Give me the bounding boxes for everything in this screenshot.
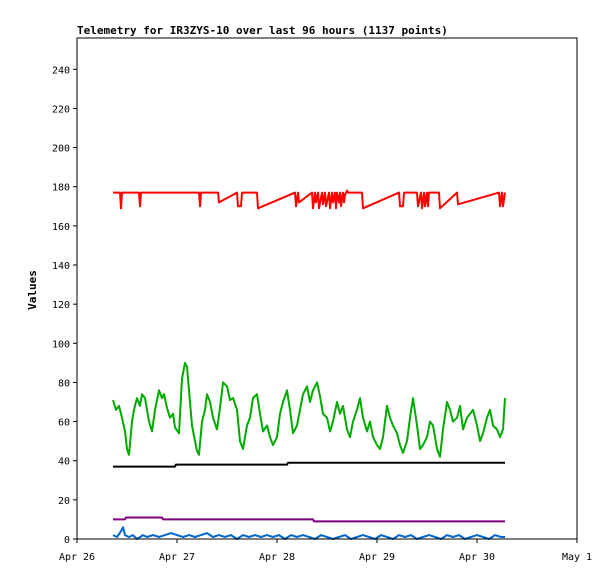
series-line-5	[112, 526, 505, 540]
x-tick-label: Apr 28	[259, 552, 295, 563]
y-tick-label: 160	[52, 222, 70, 233]
y-tick-label: 60	[58, 418, 70, 429]
y-axis-label: Values	[26, 270, 39, 310]
series-line-4	[113, 516, 505, 523]
y-tick-label: 140	[52, 261, 70, 272]
series-line-3	[113, 461, 505, 468]
y-tick-label: 240	[52, 65, 70, 76]
x-tick-label: Apr 27	[159, 552, 195, 563]
y-tick-label: 80	[58, 378, 70, 389]
plot-frame	[76, 37, 578, 540]
series-line-2	[112, 361, 506, 458]
x-tick-label: Apr 26	[59, 552, 95, 563]
y-tick-label: 220	[52, 104, 70, 115]
axis-ticks: 0 20 40 60 80 100 120 140 160 180 200 220 240 Apr 26 A…	[52, 65, 592, 563]
y-tick-label: 0	[64, 535, 70, 546]
x-tick-label: Apr 29	[359, 552, 395, 563]
series-line-1	[113, 189, 506, 210]
chart-title: Telemetry for IR3ZYS-10 over last 96 hou…	[77, 24, 448, 37]
y-tick-label: 200	[52, 144, 70, 155]
y-tick-label: 20	[58, 496, 70, 507]
x-tick-label: May 1	[562, 552, 592, 563]
y-tick-label: 180	[52, 183, 70, 194]
y-tick-label: 100	[52, 339, 70, 350]
y-tick-label: 120	[52, 300, 70, 311]
y-tick-label: 40	[58, 457, 70, 468]
data-series	[112, 189, 506, 540]
x-tick-label: Apr 30	[459, 552, 495, 563]
